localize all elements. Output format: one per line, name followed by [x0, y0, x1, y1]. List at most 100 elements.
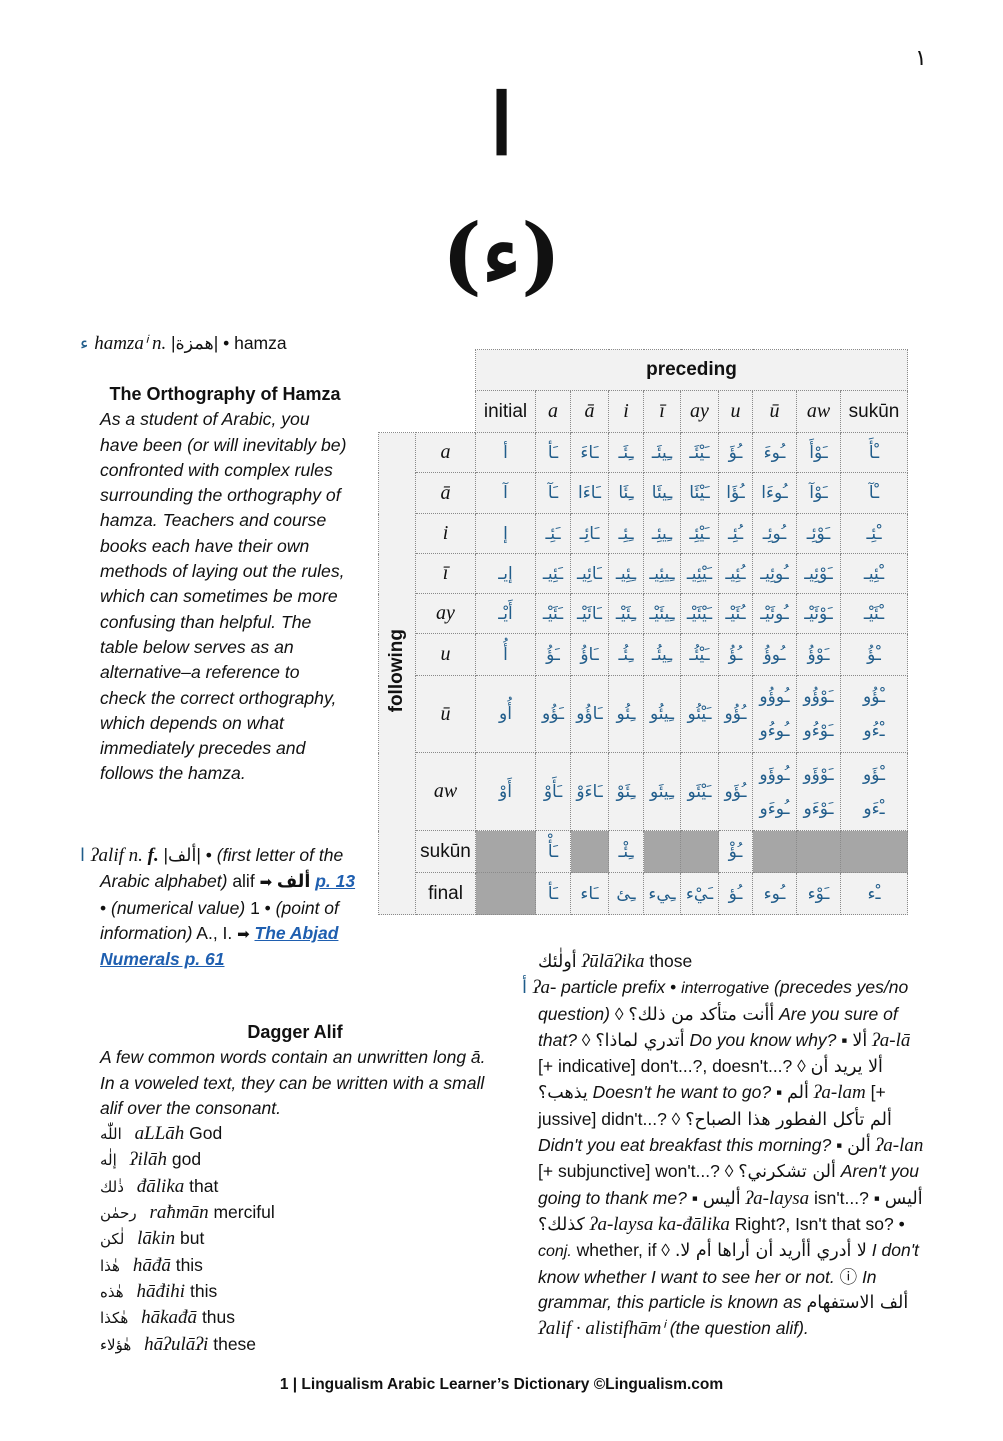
table-cell: ـُئَيْـ [718, 593, 753, 634]
text-run: Didn't you eat breakfast this morning? [538, 1135, 832, 1156]
section-letter-alif: ا [489, 75, 514, 174]
table-cell: ـِئْـ [608, 830, 644, 873]
text-run: ʔa-laysa [740, 1187, 810, 1209]
table-cell: ـُوء [752, 872, 797, 915]
english-gloss: but [180, 1228, 205, 1249]
hamza-spelling: ـُئَيْـ [725, 603, 746, 624]
dagger-alif-word: هٰكذا hākađā thus [100, 1305, 490, 1331]
table-cell: أَوْ [475, 752, 536, 831]
transliteration: hākađā [141, 1307, 198, 1329]
dagger-alif-word: هٰذه hāđihi this [100, 1279, 490, 1305]
table-cell: ـُوءَ [752, 432, 797, 473]
hamza-spelling: ـِئِـ [618, 523, 634, 544]
column-header-1: a [535, 390, 571, 433]
text-run: ▪ [831, 1135, 848, 1156]
text-run: f. [147, 845, 164, 866]
table-cell: ـَئَيْـ [535, 593, 571, 634]
table-cell: ـَأْ [535, 830, 571, 873]
hamza-spelling: ـُؤ [728, 883, 743, 904]
column-header-9: sukūn [840, 390, 908, 433]
hamza-spelling: ـُوؤَو [759, 764, 790, 785]
hamza-spelling: ـَيْئُـ [689, 644, 710, 665]
table-cell: ـَؤُو [535, 675, 571, 753]
table-cell: ـْء [840, 872, 908, 915]
table-cell-empty [643, 830, 681, 873]
hamza-spelling: ـُؤَو [724, 781, 747, 802]
transliteration: hāđihi [136, 1280, 186, 1302]
text-run: Do you know why? [684, 1029, 837, 1050]
row-header: u [415, 633, 476, 676]
text-run: ◊ [576, 1029, 596, 1050]
hamza-spelling: ـِيئُو [649, 704, 675, 724]
text-run: (precedes yes/no question) [538, 977, 909, 1024]
table-cell: ـِيئُـ [643, 633, 681, 676]
hamza-spelling: ـْئِـ [866, 523, 882, 544]
hamza-spelling: ـْؤُو [863, 687, 885, 707]
text-run: | • [196, 845, 217, 865]
text-run: ألا يريد أن يذهب؟ [538, 1057, 883, 1104]
hamza-spelling: آ [503, 483, 508, 503]
table-cell: ـَيْئِـ [680, 513, 719, 554]
text-run: ▪ [771, 1082, 788, 1103]
table-cell: ـُؤَ [718, 432, 753, 473]
table-cell: أ [475, 432, 536, 473]
hamza-spelling: ـْؤَو [863, 764, 885, 785]
cross-reference-link[interactable]: The Abjad Numerals p. 61 [100, 922, 339, 970]
table-cell: ـِيئَو [643, 752, 681, 831]
text-run: Doesn't he want to go? [587, 1082, 772, 1103]
table-cell-empty [475, 872, 536, 915]
text-run: | • hamza [213, 333, 287, 353]
table-cell: ـِيئَـ [643, 432, 681, 473]
table-cell: ـُؤَا [718, 472, 753, 514]
table-row: i إ ـَئِـ ـَائِـ ـِئِـ ـِيئِـ ـَيْئِـ ـُئِـ ـُوئ… [379, 513, 908, 554]
text-run: 1 • [245, 897, 276, 918]
text-run: ⓘ [834, 1266, 862, 1287]
text-run: whether, if ◊ [571, 1240, 675, 1261]
hamza-spelling: ـُوئَيْـ [760, 603, 789, 624]
table-cell: ـِئ [608, 872, 644, 915]
dagger-alif-word: هٰؤلاء hāʔulāʔi these [100, 1332, 490, 1358]
text-run: ʔalif [90, 845, 129, 866]
text-run: (numerical value) [111, 897, 246, 918]
hamza-spelling: أ [503, 442, 508, 463]
table-cell: ـْئِيـ [840, 553, 908, 594]
text-run: أليس [702, 1188, 741, 1209]
hamza-spelling: ـَوْءُو [803, 721, 834, 741]
hamza-spelling: ـَاءَوْ [576, 781, 603, 802]
hamza-spelling: ـَوْئِيـ [804, 563, 833, 584]
text-run: ʔa-lan [870, 1135, 924, 1157]
table-cell: ـَيْئَـ [680, 432, 719, 473]
hamza-spelling: ـْأَ [868, 442, 880, 463]
table-cell: ـُوؤُو ـُوءُو [752, 675, 797, 753]
hamza-spelling: ـَاؤُ [580, 644, 599, 665]
column-header-8: aw [796, 390, 841, 433]
table-cell: ـُؤُو [718, 675, 753, 753]
text-run: conj. [538, 1243, 572, 1261]
table-cell: ـَأَوْ [535, 752, 571, 831]
hamza-spelling: ـْآ [868, 483, 880, 503]
table-cell: ـُئِيـ [718, 553, 753, 594]
hamza-spelling: ـِيئَو [649, 781, 675, 802]
hamza-spelling: أَيْـ [498, 603, 513, 624]
table-cell: ـَوْآ [796, 472, 841, 514]
hamza-spelling: ـِيء [648, 883, 676, 904]
dagger-alif-word: إلٰه ʔilāh god [100, 1147, 490, 1173]
hamza-spelling: ـِيئُـ [651, 644, 673, 665]
text-run: ألف [168, 846, 197, 866]
table-row: u أُ ـَؤُ ـَاؤُ ـِئُـ ـِيئُـ ـَيْئُـ ـُؤُ ـُوؤُ ـ… [379, 633, 908, 676]
hamza-spelling: أُو [499, 704, 512, 724]
table-cell: ـَيْء [680, 872, 719, 915]
hamza-spelling: إ [503, 523, 508, 544]
table-cell: ـَوْؤَو ـَوْءَو [796, 752, 841, 831]
hamza-spelling: ـُوءُو [759, 721, 790, 741]
text-run: أأنت متأكد من ذلك؟ [628, 1004, 775, 1025]
table-cell: ـِئِـ [608, 513, 644, 554]
cross-reference-link[interactable]: p. 13 [315, 871, 356, 892]
row-header: i [415, 513, 476, 554]
table-cell: ـِيئَيْـ [643, 593, 681, 634]
text-run: Are you sure of that? [538, 1003, 898, 1050]
text-run: ألم تأكل الفطور هذا الصباح؟ [685, 1109, 892, 1130]
text-run: [+ jussive] didn't...? ◊ [538, 1082, 886, 1129]
table-cell: ـْآ [840, 472, 908, 514]
table-cell: ـْئَيْـ [840, 593, 908, 634]
